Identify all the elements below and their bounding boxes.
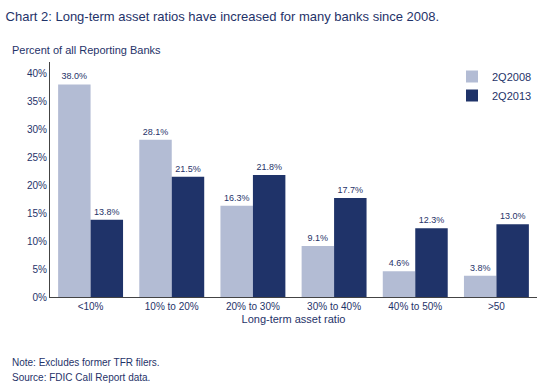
svg-text:2Q2008: 2Q2008 xyxy=(492,71,531,83)
svg-text:40% to 50%: 40% to 50% xyxy=(388,301,442,312)
svg-text:5%: 5% xyxy=(33,264,48,275)
svg-text:25%: 25% xyxy=(27,152,47,163)
svg-text:28.1%: 28.1% xyxy=(143,127,169,137)
svg-text:12.3%: 12.3% xyxy=(419,215,445,225)
svg-text:2Q2013: 2Q2013 xyxy=(492,90,531,102)
svg-text:40%: 40% xyxy=(27,68,47,79)
svg-text:21.5%: 21.5% xyxy=(175,164,201,174)
svg-text:9.1%: 9.1% xyxy=(308,233,329,243)
svg-text:20%: 20% xyxy=(27,180,47,191)
svg-text:16.3%: 16.3% xyxy=(224,193,250,203)
svg-text:0%: 0% xyxy=(33,292,48,303)
svg-text:>50: >50 xyxy=(488,301,505,312)
svg-text:10%: 10% xyxy=(27,236,47,247)
svg-text:4.6%: 4.6% xyxy=(389,258,410,268)
svg-text:15%: 15% xyxy=(27,208,47,219)
svg-text:30%: 30% xyxy=(27,124,47,135)
svg-text:17.7%: 17.7% xyxy=(338,185,364,195)
svg-text:Percent of all Reporting Banks: Percent of all Reporting Banks xyxy=(12,44,161,56)
svg-text:20% to 30%: 20% to 30% xyxy=(226,301,280,312)
svg-text:Note: Excludes former TFR file: Note: Excludes former TFR filers. xyxy=(12,357,160,368)
svg-text:13.8%: 13.8% xyxy=(94,207,120,217)
svg-text:Source: FDIC Call Report data.: Source: FDIC Call Report data. xyxy=(12,372,150,383)
svg-text:<10%: <10% xyxy=(78,301,104,312)
svg-text:35%: 35% xyxy=(27,96,47,107)
svg-text:3.8%: 3.8% xyxy=(470,263,491,273)
svg-text:Chart 2: Long-term asset ratio: Chart 2: Long-term asset ratios have inc… xyxy=(6,9,440,24)
svg-text:30% to 40%: 30% to 40% xyxy=(307,301,361,312)
svg-text:21.8%: 21.8% xyxy=(256,162,282,172)
svg-text:13.0%: 13.0% xyxy=(500,211,526,221)
svg-text:38.0%: 38.0% xyxy=(62,71,88,81)
svg-text:Long-term asset ratio: Long-term asset ratio xyxy=(242,313,346,325)
svg-text:10% to 20%: 10% to 20% xyxy=(145,301,199,312)
